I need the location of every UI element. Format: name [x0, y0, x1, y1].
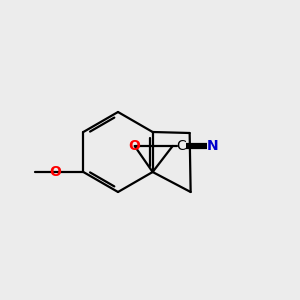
Text: O: O	[50, 165, 61, 179]
Text: O: O	[129, 139, 141, 153]
Text: N: N	[207, 139, 218, 153]
Text: C: C	[176, 139, 185, 153]
